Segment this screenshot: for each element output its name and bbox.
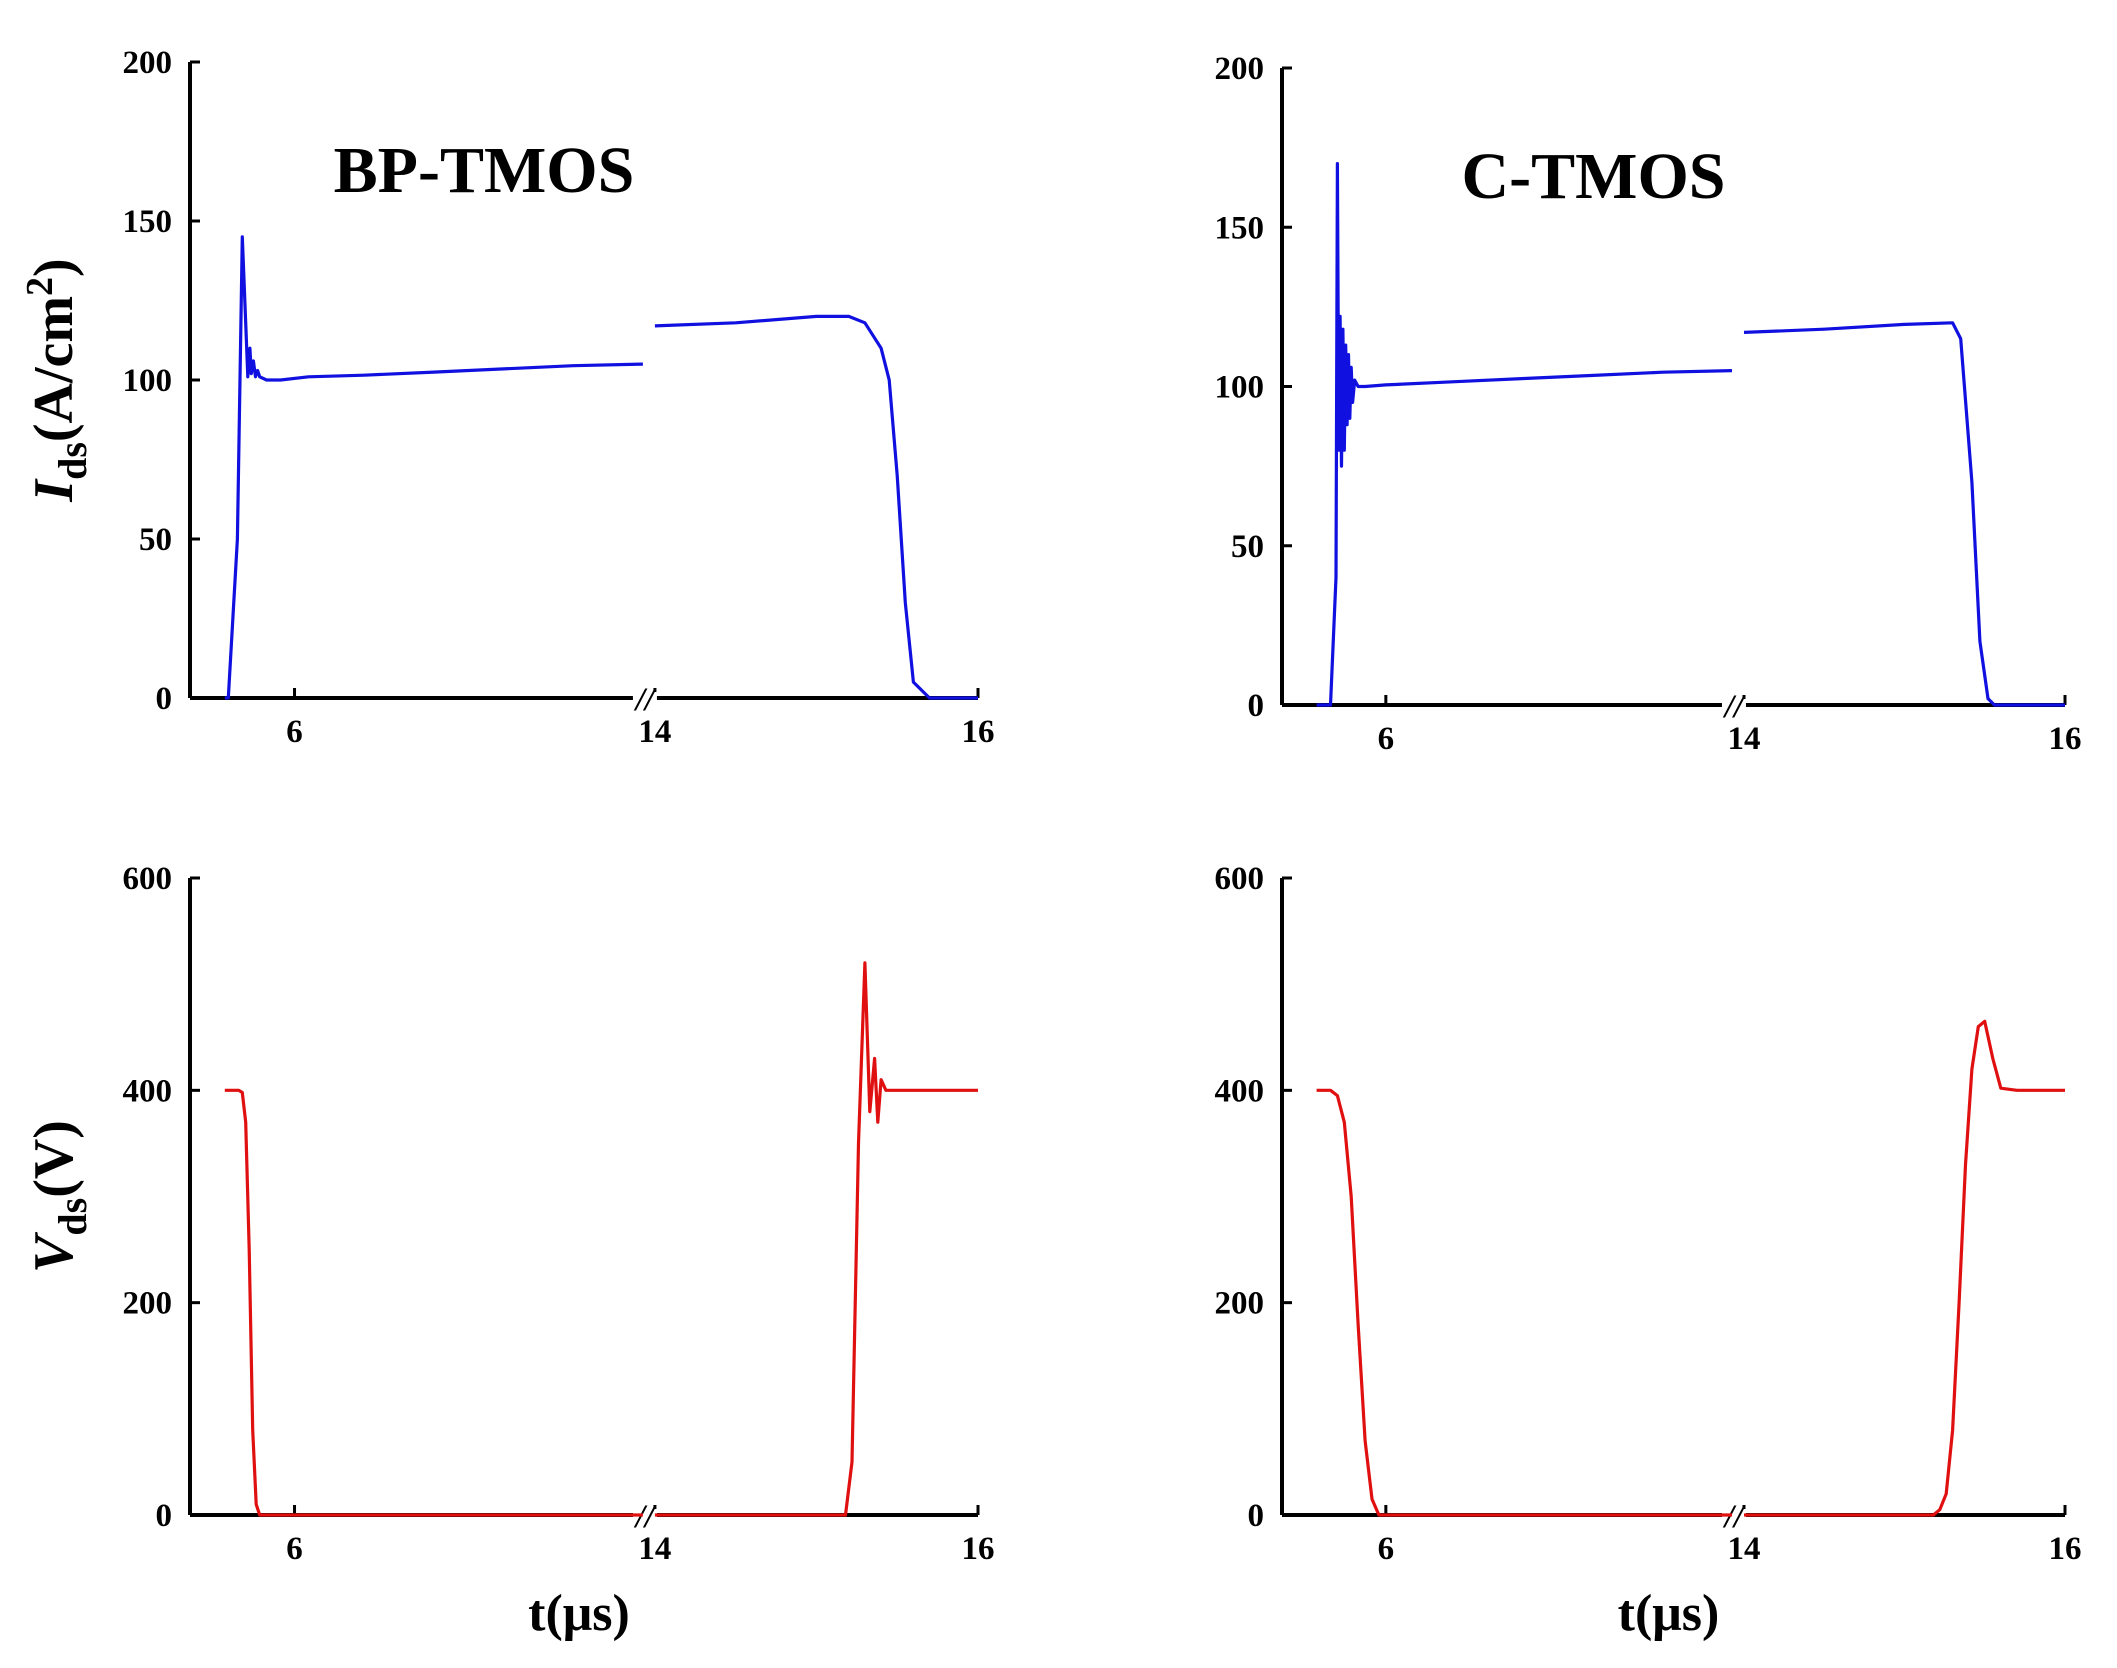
x-tick-label: 16: [962, 1531, 995, 1567]
y-tick-label: 200: [123, 1286, 173, 1322]
series-line-segment: [1316, 162, 1733, 707]
y-tick-label: 0: [156, 1498, 173, 1534]
x-tick-label: 6: [1378, 721, 1395, 757]
x-tick-label: 6: [286, 1531, 303, 1567]
series-line-segment: [224, 1088, 643, 1517]
y-tick-label: 200: [123, 45, 173, 81]
y-tick-label: 200: [1215, 1286, 1265, 1322]
chart-title: C-TMOS: [1462, 140, 1726, 213]
y-tick-label: 600: [1215, 861, 1265, 897]
chart-panel-vds-c: 0 200 400 600 6 14 16 // t(μs): [1215, 861, 2082, 1642]
axis-break-gap: [632, 692, 657, 704]
x-tick-label: 16: [2049, 1531, 2082, 1567]
axis-break-gap: [632, 1509, 657, 1521]
y-tick-label: 100: [1215, 370, 1265, 406]
chart-panel-ids-bp: 0 50 100 150 200 6 14 16 // BP-TMOS Ids(A/cm2): [19, 45, 995, 750]
chart-title: BP-TMOS: [334, 134, 635, 207]
x-tick-label: 6: [286, 714, 303, 750]
series-line-segment: [1743, 321, 2065, 707]
x-tick-label: 6: [1378, 1531, 1395, 1567]
series-line-segment: [654, 961, 978, 1517]
x-axis-label: t(μs): [1618, 1585, 1720, 1642]
y-tick-label: 0: [156, 681, 173, 717]
y-tick-label: 0: [1248, 1498, 1265, 1534]
x-tick-label: 14: [638, 714, 671, 750]
y-tick-label: 50: [139, 522, 172, 558]
axis-break-mark: //: [1723, 1499, 1746, 1535]
y-axis-label: Ids(A/cm2): [19, 258, 95, 502]
y-tick-label: 150: [1215, 210, 1265, 246]
axis-break-gap: [1721, 1509, 1746, 1521]
y-tick-label: 0: [1248, 688, 1265, 724]
y-tick-label: 50: [1231, 529, 1264, 565]
y-tick-label: 400: [123, 1073, 173, 1109]
x-tick-label: 16: [962, 714, 995, 750]
x-tick-label: 14: [638, 1531, 671, 1567]
axis-break-mark: //: [1723, 689, 1746, 725]
series-line-segment: [654, 314, 978, 700]
axis-break-gap: [1721, 699, 1746, 711]
x-tick-label: 16: [2049, 721, 2082, 757]
x-axis-label: t(μs): [528, 1585, 630, 1642]
y-tick-label: 100: [123, 363, 173, 399]
series-line-segment: [1316, 1088, 1732, 1517]
axis-break-mark: //: [634, 1499, 657, 1535]
y-axis-label: Vds(V): [23, 1120, 95, 1273]
chart-panel-vds-bp: 0 200 400 600 6 14 16 // Vds(V) t(μs): [23, 861, 995, 1642]
y-tick-label: 150: [123, 204, 173, 240]
y-tick-label: 600: [123, 861, 173, 897]
y-tick-label: 400: [1215, 1073, 1265, 1109]
axis-break-mark: //: [634, 682, 657, 718]
series-line-segment: [224, 235, 643, 700]
chart-panel-ids-c: 0 50 100 150 200 6 14 16 // C-TMOS: [1215, 51, 2082, 757]
x-tick-label: 14: [1727, 721, 1760, 757]
x-tick-label: 14: [1727, 1531, 1760, 1567]
series-line-segment: [1744, 1019, 2065, 1517]
y-tick-label: 200: [1215, 51, 1265, 87]
